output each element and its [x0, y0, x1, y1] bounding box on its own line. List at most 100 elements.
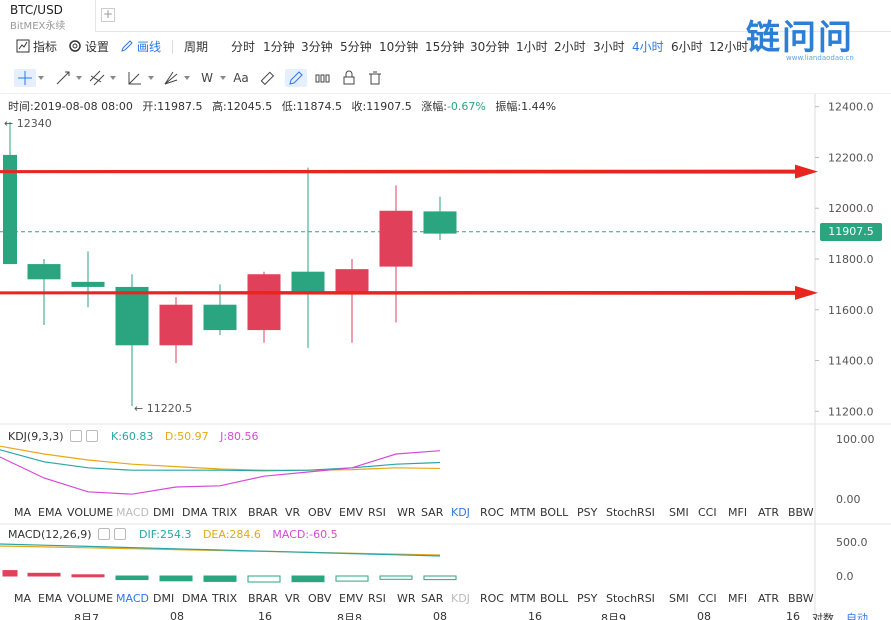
- indicator-tab-sar[interactable]: SAR: [421, 592, 444, 605]
- kdj-settings-icon[interactable]: [69, 430, 82, 442]
- indicator-tab-stochrsi[interactable]: StochRSI: [606, 592, 655, 605]
- indicator-tab-kdj[interactable]: KDJ: [451, 592, 470, 605]
- indicator-tab-ma[interactable]: MA: [14, 592, 32, 605]
- indicator-tab-trix[interactable]: TRIX: [212, 592, 238, 605]
- indicator-tab-boll[interactable]: BOLL: [540, 506, 569, 519]
- indicator-tab-brar[interactable]: BRAR: [248, 592, 278, 605]
- chain-icon[interactable]: [312, 69, 334, 87]
- indicator-tab-rsi[interactable]: RSI: [368, 592, 386, 605]
- macd-close-icon[interactable]: [113, 528, 126, 540]
- indicator-tab-dmi[interactable]: DMI: [153, 506, 175, 519]
- period-11[interactable]: 6小时: [671, 40, 703, 54]
- draw-button[interactable]: 画线: [120, 38, 161, 56]
- indicators-button[interactable]: 指标: [16, 38, 57, 56]
- indicator-tab-mtm[interactable]: MTM: [510, 592, 536, 605]
- settings-button[interactable]: 设置: [68, 38, 109, 56]
- indicator-tab-vr[interactable]: VR: [285, 506, 301, 519]
- indicator-tab-mfi[interactable]: MFI: [728, 506, 748, 519]
- period-2[interactable]: 3分钟: [301, 40, 333, 54]
- indicator-tab-roc[interactable]: ROC: [480, 592, 504, 605]
- date-axis-label: 自动: [846, 612, 868, 620]
- indicator-tab-kdj[interactable]: KDJ: [451, 506, 470, 519]
- red-arrow-line[interactable]: [0, 164, 818, 179]
- indicator-tab-atr[interactable]: ATR: [758, 592, 780, 605]
- indicator-tab-ema[interactable]: EMA: [38, 506, 62, 519]
- crosshair-icon[interactable]: [14, 69, 44, 87]
- parallel-lines-icon[interactable]: [86, 69, 116, 87]
- indicator-tab-volume[interactable]: VOLUME: [67, 592, 114, 605]
- period-7[interactable]: 1小时: [516, 40, 548, 54]
- indicator-tab-obv[interactable]: OBV: [308, 592, 332, 605]
- macd-histogram-bar: [2, 570, 18, 577]
- lock-icon[interactable]: [338, 69, 360, 87]
- tab-btc-usd[interactable]: BTC/USD BitMEX永续: [0, 0, 96, 32]
- macd-settings-icon[interactable]: [97, 528, 110, 540]
- indicator-tab-ema[interactable]: EMA: [38, 592, 62, 605]
- trash-icon[interactable]: [364, 69, 386, 87]
- indicator-tab-dma[interactable]: DMA: [182, 592, 208, 605]
- indicator-tab-boll[interactable]: BOLL: [540, 592, 569, 605]
- line-icon[interactable]: [52, 69, 82, 87]
- indicator-tab-sar[interactable]: SAR: [421, 506, 444, 519]
- indicator-tab-cci[interactable]: CCI: [698, 592, 717, 605]
- indicator-tab-bbw[interactable]: BBW: [788, 592, 814, 605]
- indicator-tab-smi[interactable]: SMI: [669, 592, 689, 605]
- indicator-tab-macd[interactable]: MACD: [116, 592, 149, 605]
- indicator-tab-stochrsi[interactable]: StochRSI: [606, 506, 655, 519]
- indicator-tab-rsi[interactable]: RSI: [368, 506, 386, 519]
- indicator-tab-mfi[interactable]: MFI: [728, 592, 748, 605]
- period-9[interactable]: 3小时: [593, 40, 625, 54]
- indicator-tab-wr[interactable]: WR: [397, 506, 416, 519]
- indicator-tab-macd[interactable]: MACD: [116, 506, 149, 519]
- indicator-tab-vr[interactable]: VR: [285, 592, 301, 605]
- macd-histogram-bar: [71, 574, 105, 578]
- indicator-tab-dma[interactable]: DMA: [182, 506, 208, 519]
- macd-dea: DEA:284.6: [202, 528, 261, 541]
- text-icon[interactable]: Aa: [233, 71, 249, 85]
- indicator-tab-psy[interactable]: PSY: [577, 506, 598, 519]
- logo-text: 链问问: [746, 18, 854, 58]
- period-3[interactable]: 5分钟: [340, 40, 372, 54]
- period-4[interactable]: 10分钟: [379, 40, 419, 54]
- indicator-tab-emv[interactable]: EMV: [339, 506, 363, 519]
- indicator-tab-smi[interactable]: SMI: [669, 506, 689, 519]
- fan-icon[interactable]: [160, 69, 190, 87]
- period-0[interactable]: 分时: [231, 40, 256, 54]
- period-10[interactable]: 4小时: [632, 40, 664, 54]
- indicator-tab-wr[interactable]: WR: [397, 592, 416, 605]
- period-5[interactable]: 15分钟: [425, 40, 465, 54]
- add-tab-button[interactable]: +: [101, 7, 115, 22]
- period-12[interactable]: 12小时: [709, 40, 749, 54]
- indicators-label: 指标: [33, 40, 58, 54]
- macd-histogram-bar: [203, 575, 237, 582]
- period-6[interactable]: 30分钟: [470, 40, 510, 54]
- candlestick-chart[interactable]: 12400.0 12200.0 12000.0 11800.0 11600.0 11400…: [0, 94, 891, 620]
- indicator-tab-psy[interactable]: PSY: [577, 592, 598, 605]
- indicator-tab-bbw[interactable]: BBW: [788, 506, 814, 519]
- ohlc-info: 时间:2019-08-08 08:00 开:11987.5 高:12045.5 …: [8, 98, 562, 114]
- indicator-tab-brar[interactable]: BRAR: [248, 506, 278, 519]
- indicator-tab-trix[interactable]: TRIX: [212, 506, 238, 519]
- red-arrow-line[interactable]: [0, 285, 818, 300]
- period-label: 周期: [184, 40, 209, 54]
- macd-dif-line: [0, 543, 441, 557]
- period-8[interactable]: 2小时: [554, 40, 586, 54]
- ruler-icon[interactable]: [256, 69, 278, 87]
- kdj-close-icon[interactable]: [85, 430, 98, 442]
- time-info: 时间:2019-08-08 08:00: [8, 100, 133, 113]
- indicator-tab-dmi[interactable]: DMI: [153, 592, 175, 605]
- indicator-tab-atr[interactable]: ATR: [758, 506, 780, 519]
- indicator-tab-obv[interactable]: OBV: [308, 506, 332, 519]
- indicator-tab-roc[interactable]: ROC: [480, 506, 504, 519]
- period-1[interactable]: 1分钟: [263, 40, 295, 54]
- pencil-draw-icon[interactable]: [285, 69, 307, 87]
- wave-icon[interactable]: W: [196, 69, 226, 87]
- indicator-tab-emv[interactable]: EMV: [339, 592, 363, 605]
- indicator-tab-volume[interactable]: VOLUME: [67, 506, 114, 519]
- indicator-tab-ma[interactable]: MA: [14, 506, 32, 519]
- macd-histogram-bar: [115, 575, 149, 581]
- macd-histogram-bar: [291, 575, 325, 583]
- angle-icon[interactable]: [124, 69, 154, 87]
- indicator-tab-mtm[interactable]: MTM: [510, 506, 536, 519]
- indicator-tab-cci[interactable]: CCI: [698, 506, 717, 519]
